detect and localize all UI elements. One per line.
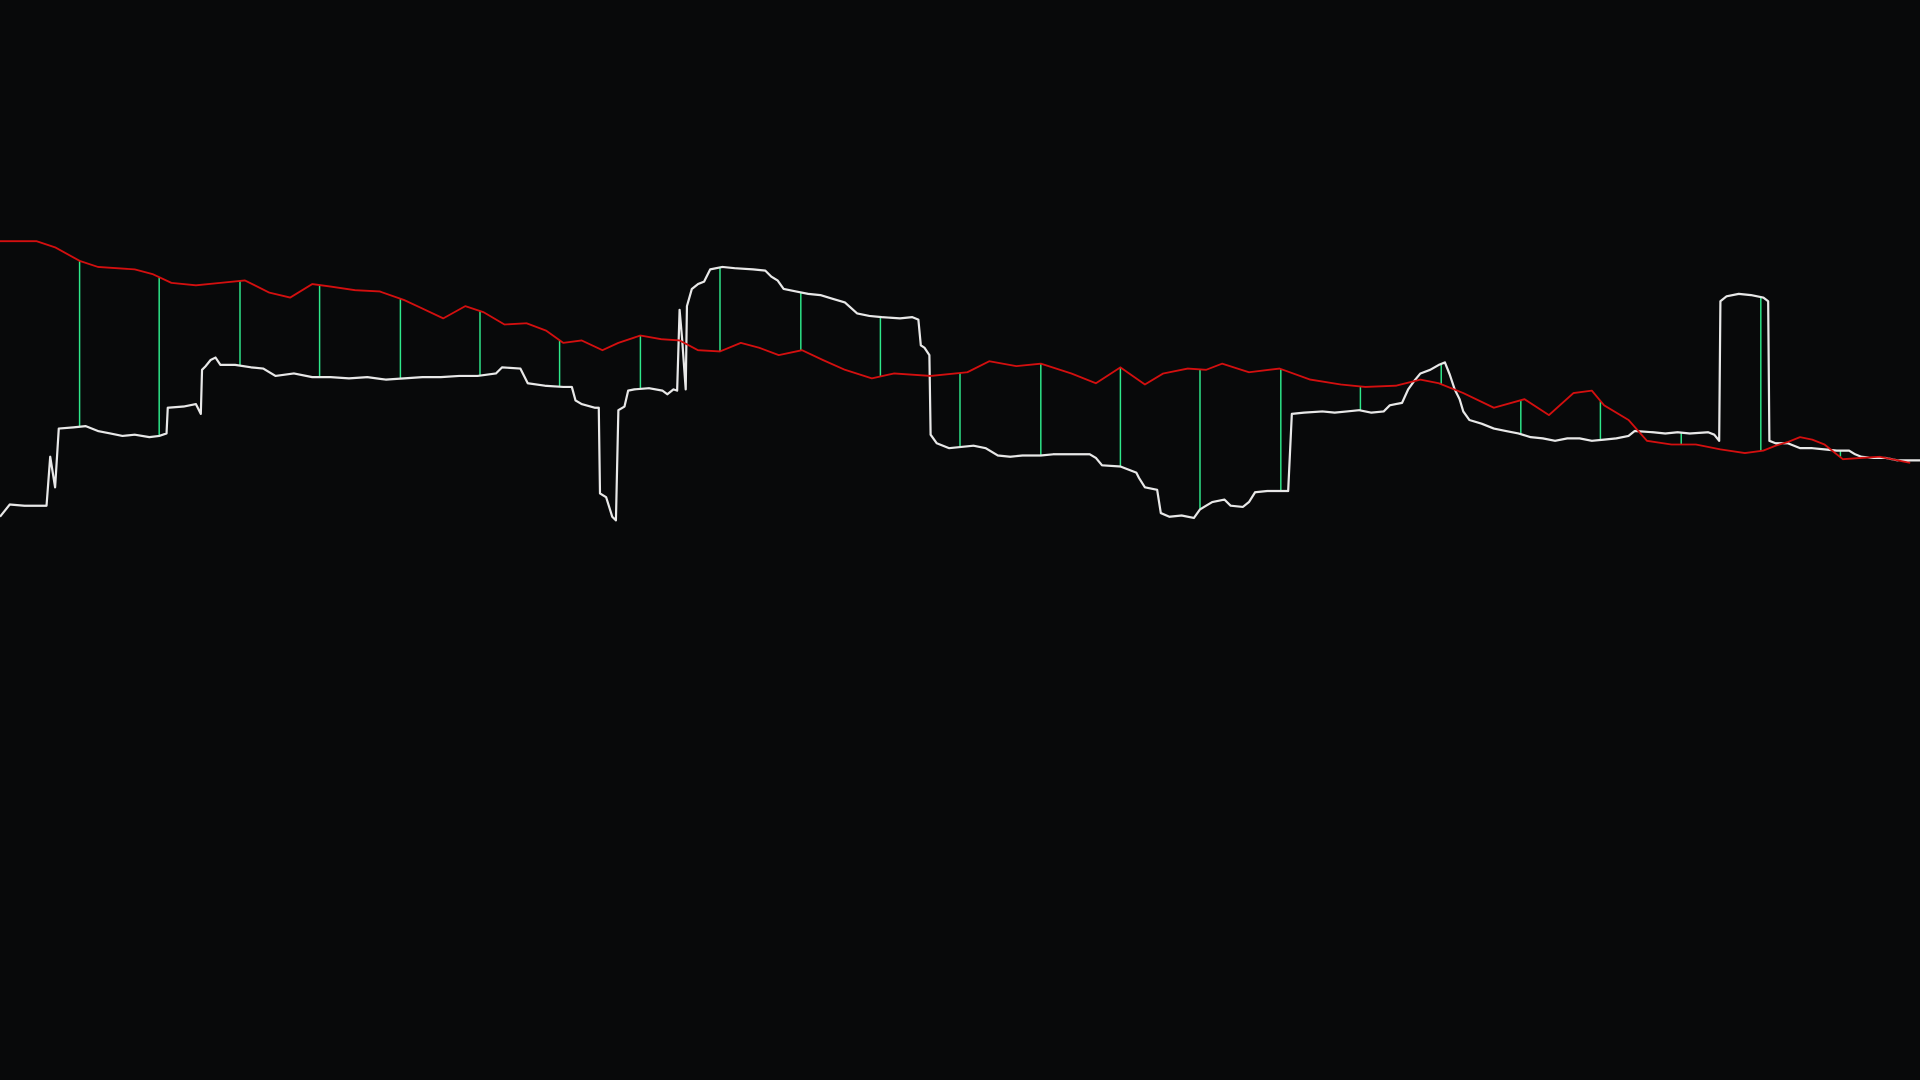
price-series-line (0, 265, 1920, 522)
series-lines (0, 240, 1920, 522)
reference-series-line (0, 240, 1911, 464)
